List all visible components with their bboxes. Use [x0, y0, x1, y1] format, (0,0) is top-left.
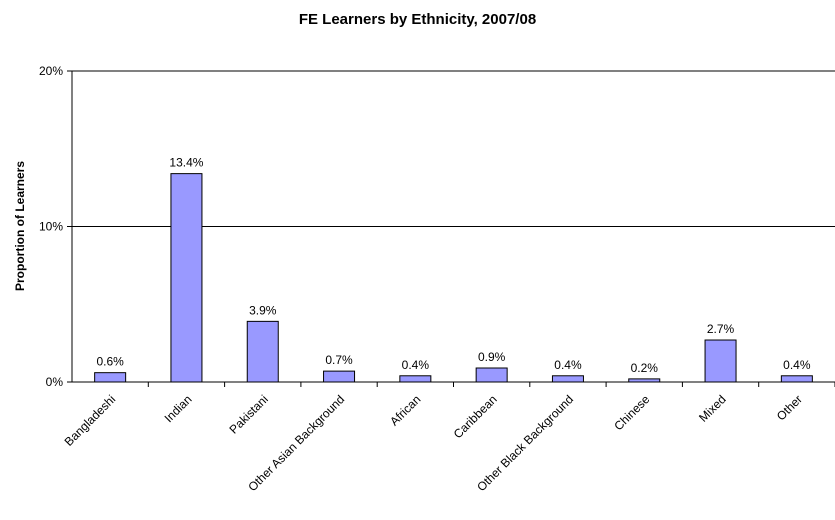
data-label: 0.9% — [478, 350, 506, 364]
bar — [323, 370, 356, 383]
category-label: African — [387, 392, 423, 428]
data-label: 2.7% — [707, 322, 735, 336]
chart-title: FE Learners by Ethnicity, 2007/08 — [298, 11, 537, 28]
category-label: Other — [774, 392, 805, 423]
labels: 0% 10% 20% 0.6% Bangladeshi 13.4% Indian 3.9% Pa… — [39, 64, 811, 494]
bar — [551, 375, 584, 383]
y-tick-label: 20% — [39, 64, 63, 78]
bar — [704, 339, 737, 383]
data-label: 0.2% — [631, 361, 659, 375]
bar — [475, 367, 508, 383]
bar — [246, 320, 279, 383]
data-label: 0.4% — [554, 358, 582, 372]
bar — [399, 375, 432, 383]
bar — [628, 378, 661, 383]
category-label: Pakistani — [227, 392, 271, 436]
y-axis-label: Proportion of Learners — [13, 161, 27, 291]
category-label: Chinese — [611, 392, 652, 433]
bar — [94, 372, 127, 383]
bar — [170, 173, 203, 383]
data-label: 3.9% — [249, 303, 277, 317]
bar — [780, 375, 813, 383]
category-label: Caribbean — [451, 392, 500, 441]
data-label: 0.6% — [96, 355, 124, 369]
category-label: Bangladeshi — [62, 392, 119, 449]
data-label: 0.4% — [783, 358, 811, 372]
y-tick-label: 0% — [46, 375, 64, 389]
data-label: 0.4% — [402, 358, 430, 372]
data-label: 13.4% — [169, 156, 203, 170]
category-label: Mixed — [696, 392, 729, 425]
y-tick-label: 10% — [39, 220, 63, 234]
data-label: 0.7% — [325, 353, 353, 367]
category-label: Indian — [162, 392, 195, 425]
bars — [94, 173, 813, 383]
